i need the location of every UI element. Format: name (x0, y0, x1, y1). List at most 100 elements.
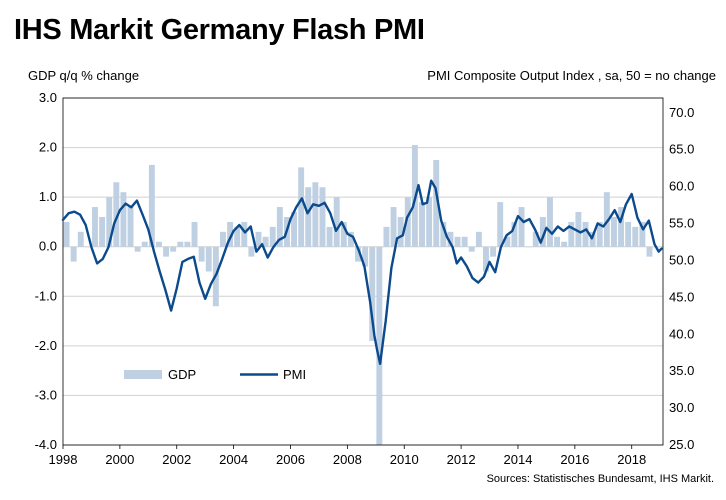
left-tick-label: 3.0 (39, 90, 57, 105)
gdp-bar (170, 246, 177, 252)
gdp-bar (397, 216, 404, 247)
gdp-bar (369, 246, 376, 341)
legend-gdp-swatch (124, 370, 162, 379)
gdp-bar (632, 226, 639, 247)
gdp-bar (255, 231, 262, 247)
gdp-bar (504, 236, 511, 247)
legend-gdp-label: GDP (168, 367, 196, 382)
gdp-bar (433, 159, 440, 247)
gdp-bar (568, 221, 575, 247)
x-tick-label: 2018 (617, 452, 646, 467)
gdp-bar (163, 246, 170, 257)
gdp-bar (312, 182, 319, 247)
pmi-line-group (61, 179, 663, 365)
gdp-bar (84, 246, 91, 248)
gdp-bar (483, 246, 489, 272)
legend-pmi-label: PMI (283, 367, 306, 382)
left-tick-label: 2.0 (39, 140, 57, 155)
gdp-bar (134, 246, 141, 252)
left-axis-label: GDP q/q % change (28, 68, 140, 83)
gdp-bar (561, 241, 568, 247)
source-note: Sources: Statistisches Bundesamt, IHS Ma… (486, 473, 714, 485)
x-tick-label: 2016 (560, 452, 589, 467)
gdp-bar (575, 212, 582, 247)
axis-ticks: 3.0 2.0 1.0 0.0 -1.0 -2.0 -3.0 -4.0 70.0 65.0 60.0… (35, 90, 695, 467)
x-tick-label: 2006 (276, 452, 305, 467)
gdp-bar (454, 236, 461, 247)
chart-title: IHS Markit Germany Flash PMI (14, 14, 425, 46)
gdp-bar (497, 202, 504, 247)
gdp-bar (468, 246, 475, 252)
gdp-bar (525, 246, 532, 248)
gdp-bar (589, 231, 596, 247)
gdp-bar (347, 231, 354, 247)
gdp-bar (610, 216, 617, 247)
right-tick-label: 25.0 (669, 437, 694, 452)
gdp-bar (333, 197, 340, 247)
gdp-bar (447, 231, 454, 247)
gdp-bar (141, 241, 148, 247)
gdp-bar (383, 226, 390, 247)
gdp-bar (248, 246, 255, 257)
gdp-bar (113, 182, 120, 247)
right-tick-label: 45.0 (669, 289, 694, 304)
gdp-bar (227, 221, 234, 247)
gdp-bar (419, 202, 425, 247)
x-tick-label: 2004 (219, 452, 248, 467)
left-tick-label: -2.0 (35, 338, 57, 353)
right-tick-label: 65.0 (669, 142, 694, 157)
gdp-bar (262, 236, 269, 247)
right-tick-label: 55.0 (669, 216, 694, 231)
x-tick-label: 2008 (333, 452, 362, 467)
right-tick-label: 35.0 (669, 363, 694, 378)
gdp-bar (326, 226, 333, 247)
gdp-bar (305, 187, 312, 247)
gdp-bar (269, 226, 276, 247)
gdp-bar (426, 197, 433, 247)
plot-frame (62, 97, 664, 446)
gdp-bar (547, 197, 553, 247)
gdp-bar (362, 246, 369, 267)
gdp-bar (127, 207, 134, 247)
gdp-bar (596, 221, 603, 247)
gdp-bar (63, 221, 70, 247)
gdp-bar (390, 207, 397, 247)
gdp-bars (63, 145, 660, 445)
right-tick-label: 70.0 (669, 105, 694, 120)
gdp-bar (461, 236, 468, 247)
gdp-bar (184, 241, 191, 247)
x-tick-label: 1998 (49, 452, 78, 467)
gdp-bar (191, 221, 198, 247)
gdp-bar (291, 212, 297, 247)
left-tick-label: -3.0 (35, 387, 57, 402)
pmi-line (61, 179, 663, 365)
gdp-bar (639, 221, 646, 247)
gdp-bar (618, 207, 625, 247)
right-tick-label: 30.0 (669, 400, 694, 415)
gdp-bar (198, 246, 205, 262)
x-tick-label: 2000 (105, 452, 134, 467)
gdp-bar (106, 197, 113, 247)
gdp-bar (148, 164, 155, 247)
gdp-bar (582, 221, 589, 247)
gdp-bar (319, 187, 326, 247)
gdp-bar (518, 207, 525, 247)
gdp-bar (70, 246, 77, 262)
x-tick-label: 2012 (447, 452, 476, 467)
gdp-bar (511, 221, 518, 247)
gdp-bar (532, 231, 539, 247)
gdp-bar (177, 241, 184, 247)
left-tick-label: -4.0 (35, 437, 57, 452)
gdp-bar (120, 192, 127, 247)
gdp-bar (490, 246, 497, 257)
gdp-bar (539, 216, 546, 247)
gdp-bar (92, 207, 98, 247)
gdp-bar (355, 246, 361, 262)
gdp-bar (340, 221, 347, 247)
gdp-bar (234, 226, 241, 247)
gdp-bar (376, 246, 383, 445)
gdp-bar (603, 192, 610, 247)
x-tick-label: 2010 (390, 452, 419, 467)
gdp-bar (205, 246, 212, 272)
gdp-bar (475, 231, 482, 247)
